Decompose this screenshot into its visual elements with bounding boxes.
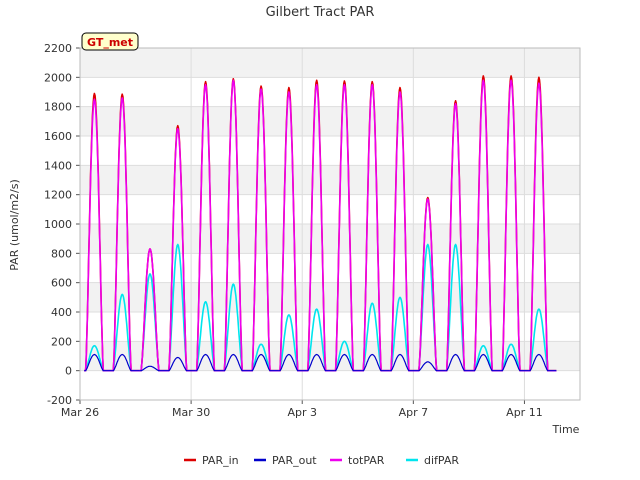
curve-difPAR-day-14 (445, 243, 474, 372)
plot-band (80, 282, 580, 312)
curve-PAR_out-day-5 (195, 353, 224, 372)
chart-title: Gilbert Tract PAR (266, 5, 375, 20)
plot-band (80, 106, 580, 136)
curve-totPAR-day-7 (250, 88, 279, 372)
legend-label-PAR_out: PAR_out (272, 454, 317, 467)
plot-band (80, 341, 580, 371)
legend-label-PAR_in: PAR_in (202, 454, 239, 467)
curve-totPAR-day-1 (84, 98, 112, 372)
curve-PAR_out-day-6 (223, 353, 251, 372)
curve-totPAR-day-5 (195, 83, 224, 372)
curve-totPAR-day-16 (500, 79, 529, 372)
y-tick-label: 1000 (44, 218, 72, 231)
plot-bands (80, 48, 580, 400)
x-tick-label: Apr 11 (506, 406, 543, 419)
y-tick-label: 800 (51, 247, 72, 260)
curve-totPAR-day-13 (417, 198, 446, 372)
curve-PAR_out-day-3 (139, 365, 168, 372)
curve-totPAR-day-8 (278, 91, 307, 372)
curve-totPAR-day-17 (528, 82, 557, 372)
curve-difPAR-day-6 (223, 283, 251, 372)
curve-PAR_out-day-7 (250, 353, 279, 372)
plot-band (80, 77, 580, 107)
y-tick-label: 1600 (44, 130, 72, 143)
series-PAR_out (84, 353, 557, 372)
plot-band (80, 224, 580, 254)
plot-band (80, 165, 580, 195)
curve-difPAR-day-17 (528, 308, 557, 372)
y-tick-label: 2000 (44, 71, 72, 84)
curve-totPAR-day-11 (361, 83, 390, 372)
y-tick-label: 1800 (44, 101, 72, 114)
plot-band (80, 194, 580, 224)
curve-difPAR-day-12 (389, 296, 418, 372)
curve-difPAR-day-9 (306, 308, 335, 372)
curve-difPAR-day-10 (334, 340, 362, 372)
curve-PAR_out-day-15 (473, 353, 501, 372)
curve-difPAR-day-16 (500, 343, 529, 372)
curve-PAR_out-day-8 (278, 353, 307, 372)
legend-label-totPAR: totPAR (348, 454, 385, 467)
legend: PAR_in PAR_out totPAR difPAR (184, 454, 459, 467)
y-tick-label: 600 (51, 277, 72, 290)
curve-difPAR-day-8 (278, 314, 307, 372)
curve-PAR_out-day-1 (84, 353, 112, 372)
curve-difPAR-day-5 (195, 300, 224, 372)
curve-PAR_out-day-16 (500, 353, 529, 372)
y-tick-label: 400 (51, 306, 72, 319)
x-axis-title: Time (552, 423, 580, 436)
curve-difPAR-day-2 (111, 293, 140, 372)
axes: -200 0 200 400 600 800 1000 1200 1400 1600 1800 200… (44, 42, 581, 419)
plot-band (80, 136, 580, 166)
curve-difPAR-day-1 (84, 344, 112, 372)
x-tick-label: Mar 30 (172, 406, 210, 419)
curve-PAR_out-day-4 (167, 356, 196, 372)
y-tick-label: 200 (51, 335, 72, 348)
y-axis-title: PAR (umol/m2/s) (8, 179, 21, 271)
curve-PAR_out-day-2 (111, 353, 140, 372)
curve-totPAR-day-10 (334, 83, 362, 372)
plot-band (80, 253, 580, 283)
plot-band (80, 48, 580, 78)
curve-PAR_out-day-14 (445, 353, 474, 372)
y-tick-label: 1200 (44, 189, 72, 202)
plot-frame (79, 47, 581, 401)
legend-label-difPAR: difPAR (424, 454, 459, 467)
x-tick-label: Mar 26 (61, 406, 99, 419)
curve-totPAR-day-6 (223, 79, 251, 372)
curve-PAR_out-day-13 (417, 361, 446, 372)
series-totPAR (84, 79, 557, 372)
plot-band (80, 370, 580, 400)
curve-totPAR-day-3 (139, 248, 168, 372)
plot-band (80, 312, 580, 342)
curve-PAR_out-day-10 (334, 353, 362, 372)
badge-label: GT_met (87, 36, 133, 49)
y-tick-label: -200 (47, 394, 72, 407)
curve-totPAR-day-15 (473, 79, 501, 372)
x-tick-label: Apr 3 (287, 406, 317, 419)
y-tick-label: 0 (65, 365, 72, 378)
curve-totPAR-day-2 (111, 97, 140, 372)
x-tick-label: Apr 7 (399, 406, 429, 419)
curve-difPAR-day-11 (361, 302, 390, 372)
badge-box (81, 32, 139, 51)
curve-totPAR-day-14 (445, 102, 474, 372)
curve-totPAR-day-12 (389, 91, 418, 372)
y-tick-label: 2200 (44, 42, 72, 55)
gt-met-badge: GT_met (81, 32, 139, 51)
curve-PAR_out-day-9 (306, 353, 335, 372)
curve-PAR_out-day-17 (528, 353, 557, 372)
curve-totPAR-day-4 (167, 127, 196, 372)
y-tick-label: 1400 (44, 159, 72, 172)
curve-PAR_out-day-12 (389, 353, 418, 372)
curve-difPAR-day-15 (473, 344, 501, 372)
series-layer (84, 75, 557, 372)
curve-totPAR-day-9 (306, 83, 335, 372)
curve-PAR_out-day-11 (361, 353, 390, 372)
curve-difPAR-day-7 (250, 343, 279, 372)
